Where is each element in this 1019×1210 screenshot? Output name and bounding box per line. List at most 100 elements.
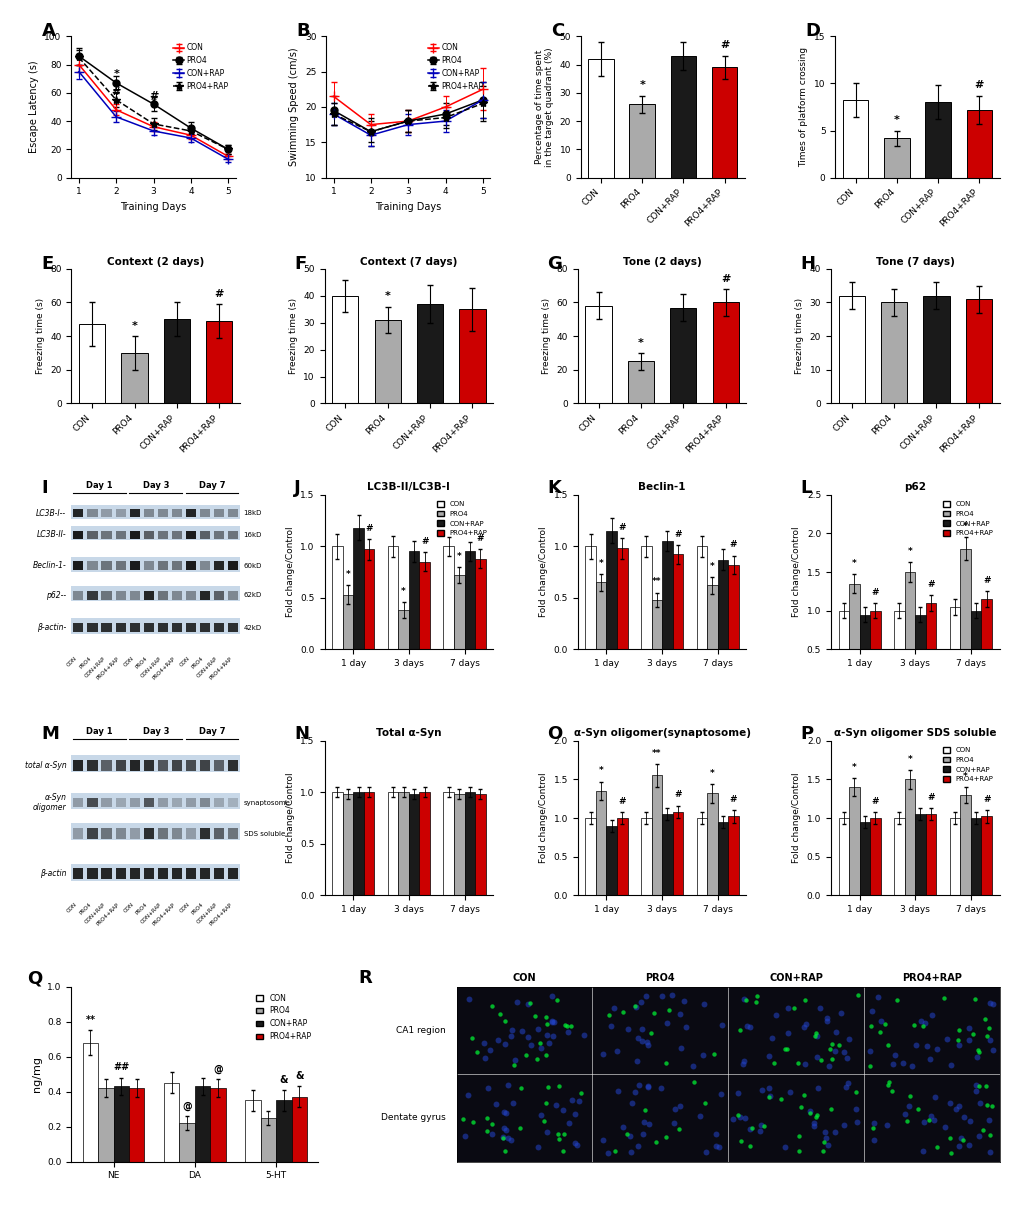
Bar bbox=[71, 618, 239, 634]
Point bbox=[961, 1111, 977, 1130]
Point bbox=[691, 1106, 707, 1125]
Bar bbox=[419, 561, 430, 650]
Bar bbox=[459, 310, 485, 403]
Bar bbox=[158, 869, 168, 880]
Bar bbox=[842, 100, 867, 178]
Point bbox=[502, 1130, 519, 1150]
Point bbox=[805, 1116, 821, 1135]
Point bbox=[809, 1078, 825, 1097]
Point bbox=[531, 1033, 547, 1053]
Point bbox=[764, 1054, 781, 1073]
Bar bbox=[228, 760, 238, 771]
Bar bbox=[164, 1083, 179, 1162]
Point bbox=[496, 1012, 513, 1031]
Point bbox=[835, 1116, 851, 1135]
Point bbox=[861, 1056, 877, 1076]
Point bbox=[614, 1117, 631, 1136]
Bar bbox=[128, 1088, 145, 1162]
Bar bbox=[129, 509, 140, 517]
Bar bbox=[102, 531, 111, 538]
Text: 18kD: 18kD bbox=[244, 511, 262, 517]
Bar bbox=[115, 828, 125, 839]
Point bbox=[790, 1053, 806, 1072]
Bar bbox=[453, 575, 464, 650]
Point bbox=[545, 1012, 561, 1031]
Bar bbox=[880, 302, 906, 403]
Bar bbox=[214, 509, 224, 517]
Title: α-Syn oligomer(synaptosome): α-Syn oligomer(synaptosome) bbox=[573, 728, 750, 738]
Bar bbox=[228, 797, 238, 807]
Bar bbox=[672, 554, 683, 650]
Point bbox=[705, 1044, 721, 1064]
Point bbox=[639, 1032, 655, 1051]
Bar bbox=[214, 531, 224, 538]
Point bbox=[808, 1026, 824, 1045]
Text: CON: CON bbox=[122, 656, 135, 668]
Bar bbox=[959, 549, 970, 688]
Point bbox=[812, 1050, 828, 1070]
Text: F: F bbox=[293, 255, 306, 273]
Bar bbox=[228, 623, 238, 633]
Text: #: # bbox=[618, 796, 626, 806]
Bar bbox=[914, 615, 925, 688]
Point bbox=[938, 1030, 955, 1049]
Point bbox=[671, 1119, 687, 1139]
Point bbox=[977, 1026, 994, 1045]
Point bbox=[950, 1096, 966, 1116]
Text: CON+RAP: CON+RAP bbox=[196, 901, 219, 924]
Point bbox=[827, 1022, 844, 1042]
Bar bbox=[200, 590, 210, 600]
Bar bbox=[261, 1118, 276, 1162]
Text: E: E bbox=[41, 255, 53, 273]
Text: PRO4: PRO4 bbox=[135, 656, 149, 669]
Text: CON+RAP: CON+RAP bbox=[84, 656, 106, 679]
Point bbox=[905, 1015, 921, 1035]
Bar bbox=[443, 793, 453, 895]
Text: LC3B-I--: LC3B-I-- bbox=[37, 508, 66, 518]
Point bbox=[635, 1112, 651, 1131]
Bar bbox=[706, 586, 717, 650]
Point bbox=[969, 1041, 985, 1060]
Bar bbox=[475, 559, 485, 650]
Point bbox=[820, 1056, 837, 1076]
Point bbox=[666, 1099, 683, 1118]
Bar bbox=[711, 68, 737, 178]
Text: #: # bbox=[871, 796, 878, 806]
Text: B: B bbox=[297, 22, 310, 40]
Point bbox=[927, 1137, 944, 1157]
Bar bbox=[291, 1097, 307, 1162]
Point bbox=[496, 1141, 513, 1160]
Point bbox=[631, 1076, 647, 1095]
Bar bbox=[115, 531, 125, 538]
Point bbox=[508, 992, 525, 1012]
Bar bbox=[214, 760, 224, 771]
Point bbox=[538, 1094, 554, 1113]
Point bbox=[847, 1082, 863, 1101]
Bar bbox=[914, 814, 925, 895]
Text: #: # bbox=[926, 793, 933, 802]
Bar bbox=[144, 590, 154, 600]
Bar bbox=[71, 586, 239, 601]
Point bbox=[676, 992, 692, 1012]
Point bbox=[926, 1088, 943, 1107]
Text: 60kD: 60kD bbox=[244, 563, 262, 569]
Bar bbox=[374, 319, 400, 403]
Bar bbox=[158, 828, 168, 839]
Text: A: A bbox=[42, 22, 56, 40]
Bar bbox=[115, 623, 125, 633]
Point bbox=[969, 1127, 985, 1146]
Bar bbox=[113, 1087, 128, 1162]
Point bbox=[732, 1131, 748, 1151]
Point bbox=[464, 1028, 480, 1048]
Point bbox=[816, 1122, 833, 1141]
Point bbox=[539, 1077, 555, 1096]
Y-axis label: Times of platform crossing: Times of platform crossing bbox=[799, 47, 808, 167]
Text: N: N bbox=[293, 725, 309, 743]
Bar bbox=[980, 817, 990, 895]
Bar bbox=[585, 306, 611, 403]
Bar bbox=[595, 582, 606, 650]
Point bbox=[741, 1119, 757, 1139]
Point bbox=[636, 1100, 652, 1119]
Point bbox=[848, 1112, 864, 1131]
Bar bbox=[200, 531, 210, 538]
